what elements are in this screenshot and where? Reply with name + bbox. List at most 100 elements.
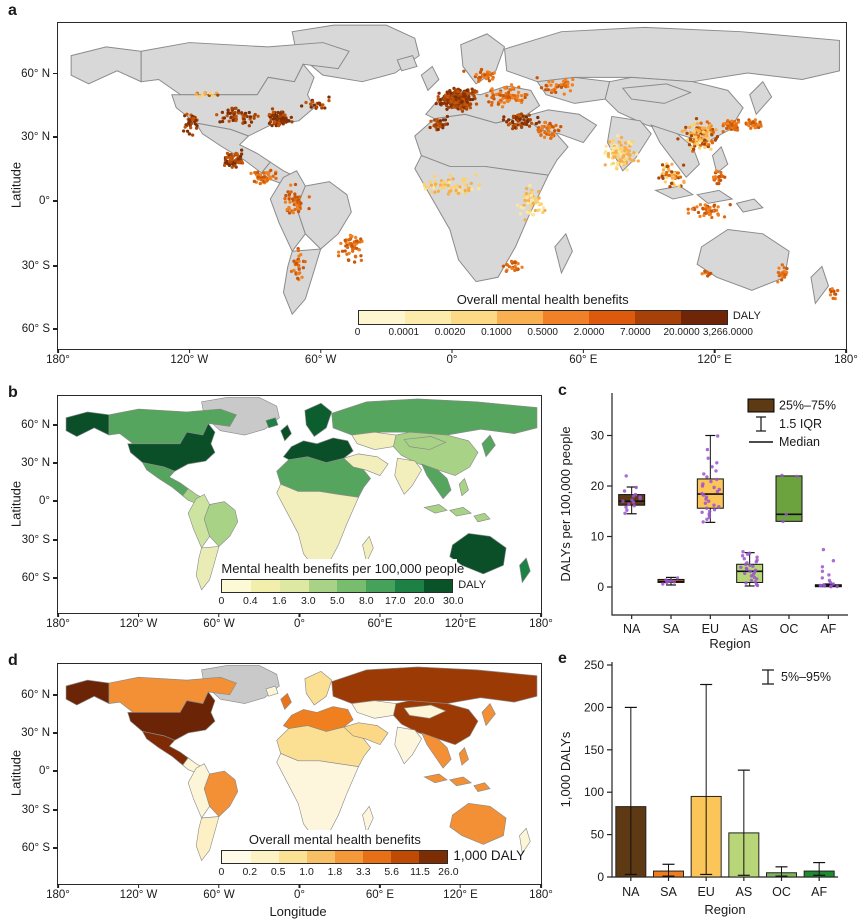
- world-map-choropleth-total: 60° N 30° N 0° 30° S 60° S 180° 120° W 60° W 0°…: [21, 663, 553, 901]
- panel-label-d: d: [8, 652, 18, 669]
- legend-title: Overall mental health benefits: [248, 831, 421, 847]
- colorbar-tick-label: 1.8: [327, 865, 343, 878]
- country-middle_east: [343, 722, 389, 746]
- legend-title: Overall mental health benefits: [456, 291, 629, 307]
- colorbar-unit: DALY: [732, 309, 761, 322]
- colorbar-segment: [423, 579, 453, 592]
- y-tick: 30° S: [22, 260, 58, 272]
- chart-text: 25%–75%: [779, 399, 836, 413]
- country-uk: [280, 424, 292, 442]
- chart-text: 150: [584, 743, 604, 757]
- x-tick: 120° W: [170, 349, 208, 366]
- chart-text: SA: [663, 622, 680, 636]
- country-madagascar: [554, 232, 573, 275]
- country-alaska: [65, 679, 110, 706]
- y-tick: 60° S: [22, 572, 58, 584]
- colorbar-segment: [450, 310, 497, 324]
- benefit-dots: [182, 67, 840, 301]
- colorbar-tick-label: 0.5: [270, 865, 286, 878]
- colorbar-tick-label: 20.0000: [663, 326, 700, 338]
- y-tick: 60° S: [22, 842, 58, 854]
- country-central_asia: [351, 700, 397, 719]
- colorbar-wrap: 0 0.2 0.5 1.0 1.8 3.3 5.6 11.5 26.0 1,000 DALY: [218, 848, 525, 878]
- chart-text: 1,000 DALYs: [558, 731, 573, 807]
- y-tick: 30° N: [21, 131, 58, 143]
- country-scandinavia: [460, 33, 506, 85]
- country-argentina: [282, 248, 322, 316]
- map-svg: [70, 24, 840, 316]
- x-tick: 60° W: [203, 884, 235, 901]
- y-tick: 0°: [39, 195, 58, 207]
- chart-text: EU: [702, 622, 719, 636]
- colorbar-segment: [251, 579, 280, 592]
- colorbar-tick-label: 5.0: [329, 594, 345, 607]
- x-tick: 120° E: [697, 349, 732, 366]
- colorbar-segment: [279, 579, 309, 592]
- country-japan: [749, 80, 773, 116]
- country-russia: [504, 26, 840, 83]
- colorbar-segment: [419, 850, 448, 863]
- colorbar-tick-label: 0.5000: [527, 326, 558, 338]
- country-brazil: [203, 770, 239, 817]
- colorbar: [221, 849, 449, 864]
- panel-e: e 0 50 100 150 200 250 NA SA EU AS OC AF Region 1,000…: [548, 650, 860, 922]
- y-tick: 60° N: [21, 68, 58, 80]
- jitter-points-EU: [700, 434, 721, 524]
- chart-text: Region: [709, 636, 750, 651]
- country-new_zealand: [519, 827, 531, 855]
- colorbar-segment: [404, 310, 451, 324]
- x-tick: 60° E: [366, 884, 394, 901]
- colorbar-segment: [358, 310, 405, 324]
- chart-text: 0: [597, 580, 604, 594]
- y-axis-label: Latitude: [8, 749, 24, 797]
- legend-box-swatch: [747, 398, 775, 413]
- colorbar-tick-label: 11.5: [410, 865, 430, 878]
- colorbar-segment: [222, 850, 251, 863]
- y-tick: 30° N: [21, 727, 58, 739]
- colorbar-segment: [391, 850, 420, 863]
- y-tick: 60° N: [21, 419, 58, 431]
- colorbar-segment: [250, 850, 279, 863]
- country-africa_sub: [414, 154, 550, 283]
- chart-text: AF: [811, 885, 827, 899]
- country-mongolia: [621, 83, 692, 104]
- x-tick: 180°: [834, 349, 858, 366]
- colorbar-segment: [542, 310, 589, 324]
- colorbar-tick-label: 1.6: [272, 594, 287, 607]
- country-philippines: [458, 477, 469, 497]
- x-tick: 180°: [46, 884, 70, 901]
- chart-text: 30: [591, 429, 605, 443]
- colorbar-tick-label: 0.0001: [388, 326, 420, 338]
- colorbar-tick-label: 7.0000: [619, 326, 651, 338]
- y-axis-label: Latitude: [8, 161, 24, 209]
- colorbar-segment: [680, 310, 727, 324]
- country-madagascar: [362, 805, 374, 834]
- map-svg: [65, 397, 538, 591]
- country-alaska: [70, 46, 142, 85]
- colorbar-segment: [222, 579, 252, 592]
- jitter-points-SA: [661, 576, 680, 586]
- x-tick: 60° W: [203, 613, 235, 630]
- country-brazil: [203, 501, 239, 547]
- country-africa_sub: [276, 753, 359, 839]
- panel-label-a: a: [8, 2, 17, 19]
- country-india: [394, 457, 422, 495]
- panel-a: a Latitude 60° N 30° N 0° 30° S 60° S 180° 12…: [0, 0, 860, 382]
- colorbar-tick-label: 3,266.0000: [702, 326, 753, 338]
- colorbar-tick-label: 3.3: [355, 865, 371, 878]
- colorbar-segment: [634, 310, 681, 324]
- colorbar: [357, 309, 728, 325]
- country-japan: [481, 703, 496, 727]
- country-philippines: [458, 747, 469, 766]
- boxplot-chart: 0 10 20 30 NA SA EU AS OC AF Region DALYs per 100,0…: [558, 393, 848, 651]
- colorbar-tick-label: 5.6: [384, 865, 399, 878]
- colorbar-tick-label: 8.0: [358, 594, 374, 607]
- country-alaska: [65, 411, 110, 437]
- colorbar-legend: Mental health benefits per 100,000 peopl…: [217, 558, 486, 609]
- country-se_asia: [420, 732, 452, 769]
- colorbar-unit: 1,000 DALY: [453, 847, 526, 863]
- x-tick: 120° E: [443, 884, 478, 901]
- colorbar-tick-label: 30.0: [442, 594, 464, 607]
- colorbar-ticks: 0 0.2 0.5 1.0 1.8 3.3 5.6 11.5 26.0: [218, 864, 458, 878]
- world-map-choropleth-per-capita: 60° N 30° N 0° 30° S 60° S 180° 120° W 60° W 0°…: [21, 395, 553, 630]
